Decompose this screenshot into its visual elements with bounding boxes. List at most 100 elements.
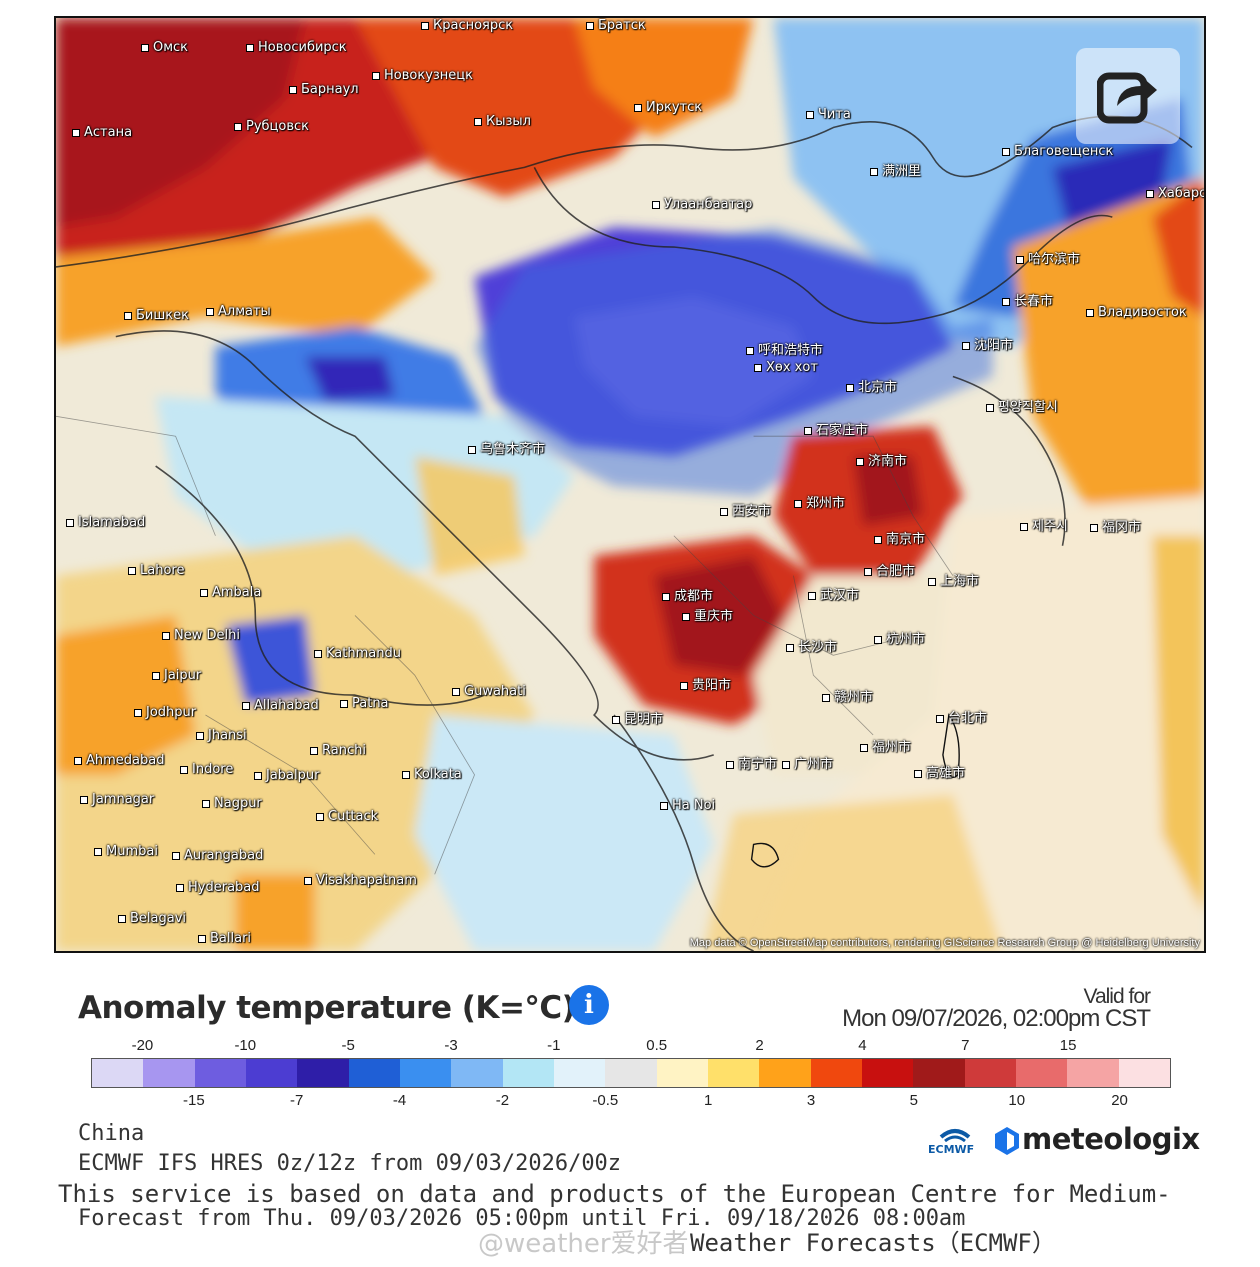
city-label[interactable]: 长沙市: [786, 636, 837, 655]
city-label[interactable]: 南宁市: [726, 753, 777, 772]
city-label[interactable]: Aurangabad: [172, 848, 263, 863]
city-label[interactable]: Алматы: [206, 304, 271, 319]
city-label[interactable]: 福州市: [860, 736, 911, 755]
city-label[interactable]: Visakhapatnam: [304, 873, 417, 888]
city-label[interactable]: 高雄市: [914, 762, 965, 781]
city-label[interactable]: 沈阳市: [962, 334, 1013, 353]
city-label[interactable]: Jodhpur: [134, 705, 196, 720]
city-label[interactable]: Patna: [340, 696, 389, 711]
legend-swatch: [964, 1059, 1016, 1087]
city-label[interactable]: 평양직할시: [986, 396, 1058, 415]
city-label[interactable]: Владивосток: [1086, 305, 1187, 320]
city-label[interactable]: 제주시: [1020, 515, 1068, 534]
city-label[interactable]: Новокузнецк: [372, 68, 473, 83]
city-label[interactable]: Астана: [72, 125, 132, 140]
city-label[interactable]: 哈尔滨市: [1016, 248, 1080, 267]
city-label[interactable]: 南京市: [874, 528, 925, 547]
model-run: ECMWF IFS HRES 0z/12z from 09/03/2026/00…: [78, 1151, 622, 1176]
city-label[interactable]: 济南市: [856, 450, 907, 469]
city-label[interactable]: Guwahati: [452, 684, 526, 699]
city-label[interactable]: Jabalpur: [254, 768, 319, 783]
city-label[interactable]: Ranchi: [310, 743, 366, 758]
legend-swatch: [297, 1059, 349, 1087]
city-label[interactable]: Indore: [180, 762, 233, 777]
city-label[interactable]: Allahabad: [242, 698, 319, 713]
legend-tick-label: -0.5: [592, 1092, 619, 1109]
city-label[interactable]: Красноярск: [421, 18, 513, 33]
city-label[interactable]: Jamnagar: [80, 792, 154, 807]
city-label[interactable]: 北京市: [846, 376, 897, 395]
legend-swatch: [1118, 1059, 1170, 1087]
city-label[interactable]: Nagpur: [202, 796, 262, 811]
share-button[interactable]: [1076, 48, 1180, 144]
city-label[interactable]: New Delhi: [162, 628, 240, 643]
city-label[interactable]: Cuttack: [316, 809, 378, 824]
legend-swatch: [143, 1059, 195, 1087]
city-label[interactable]: Lahore: [128, 563, 184, 578]
city-label[interactable]: 台北市: [936, 707, 987, 726]
city-label[interactable]: 乌鲁木齐市: [468, 438, 545, 457]
legend-swatch: [553, 1059, 606, 1087]
city-label[interactable]: 成都市: [662, 585, 713, 604]
city-label[interactable]: Ahmedabad: [74, 753, 164, 768]
city-label[interactable]: Hyderabad: [176, 880, 260, 895]
valid-for-label: Valid for: [1083, 985, 1151, 1008]
city-label[interactable]: Хабаровск: [1146, 186, 1204, 201]
meteologix-brand: meteologix: [1022, 1122, 1200, 1156]
city-label[interactable]: 呼和浩特市: [746, 339, 823, 358]
legend-tick-label: -7: [290, 1092, 304, 1109]
city-label[interactable]: Барнаул: [289, 82, 359, 97]
legend-tick-label: -2: [495, 1092, 510, 1109]
city-label[interactable]: Kolkata: [402, 767, 462, 782]
city-label[interactable]: Чита: [806, 107, 851, 122]
city-label[interactable]: Кызыл: [474, 114, 531, 129]
city-label[interactable]: Братск: [586, 18, 646, 33]
city-label[interactable]: 长春市: [1002, 290, 1053, 309]
city-label[interactable]: Улаанбаатар: [652, 197, 752, 212]
city-label[interactable]: Благовещенск: [1002, 144, 1113, 159]
city-label[interactable]: Belagavi: [118, 911, 186, 926]
city-label[interactable]: 赣州市: [822, 686, 873, 705]
city-label[interactable]: 合肥市: [864, 560, 915, 579]
legend-swatch: [245, 1059, 298, 1087]
city-label[interactable]: 贵阳市: [680, 674, 731, 693]
city-label[interactable]: 郑州市: [794, 492, 845, 511]
city-label[interactable]: Омск: [141, 40, 188, 55]
city-label[interactable]: Ambala: [200, 585, 261, 600]
city-label[interactable]: 武汉市: [808, 584, 859, 603]
city-label[interactable]: 昆明市: [612, 708, 663, 727]
city-label[interactable]: Новосибирск: [246, 40, 347, 55]
legend-swatch: [1067, 1059, 1119, 1087]
city-label[interactable]: 福冈市: [1090, 516, 1141, 535]
city-label[interactable]: Islamabad: [66, 515, 145, 530]
city-label[interactable]: Jaipur: [152, 668, 201, 683]
legend-swatch: [502, 1059, 554, 1087]
legend-tick-label: -3: [444, 1037, 458, 1054]
city-label[interactable]: 上海市: [928, 570, 979, 589]
legend-tick-label: -15: [183, 1092, 205, 1109]
city-label[interactable]: 广州市: [782, 753, 833, 772]
city-label[interactable]: Ballari: [198, 931, 251, 946]
city-label[interactable]: Mumbai: [94, 844, 158, 859]
info-icon[interactable]: i: [569, 985, 609, 1025]
city-label[interactable]: Рубцовск: [234, 119, 309, 134]
city-label[interactable]: 杭州市: [874, 628, 925, 647]
city-label[interactable]: Иркутск: [634, 100, 702, 115]
city-label[interactable]: 满洲里: [870, 160, 921, 179]
city-label[interactable]: Хөх хот: [754, 360, 818, 375]
legend-swatch: [1015, 1059, 1068, 1087]
legend-tick-label: 7: [961, 1037, 970, 1054]
city-label[interactable]: Jhansi: [196, 728, 247, 743]
legend-tick-label: 1: [703, 1092, 713, 1109]
city-label[interactable]: 西安市: [720, 500, 771, 519]
ecmwf-logo: [939, 1129, 971, 1143]
city-label[interactable]: Бишкек: [124, 308, 189, 323]
legend-tick-label: 10: [1008, 1092, 1026, 1109]
anomaly-map[interactable]: Омск Новосибирск Красноярск Братск Новок…: [54, 16, 1206, 953]
city-label[interactable]: 石家庄市: [804, 419, 868, 438]
forecast-range: Forecast from Thu. 09/03/2026 05:00pm un…: [78, 1206, 966, 1231]
city-label[interactable]: Ha Noi: [660, 798, 715, 813]
city-label[interactable]: Kathmandu: [314, 646, 401, 661]
city-label[interactable]: 重庆市: [682, 605, 733, 624]
legend-tick-label: 20: [1111, 1092, 1128, 1109]
